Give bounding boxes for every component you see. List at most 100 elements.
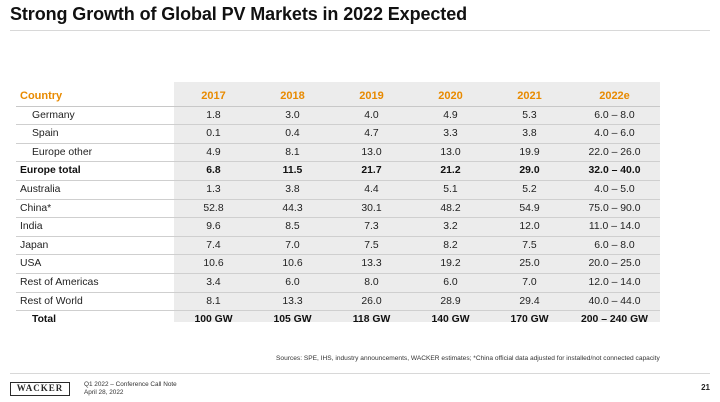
header-year: 2020 [411,88,490,107]
cell-value: 105 GW [273,314,312,326]
cell-value: 22.0 – 26.0 [569,143,660,163]
table-row: Rest of World 8.1 13.3 26.0 28.9 29.4 40… [16,292,660,312]
cell-value: 3.0 [253,106,332,126]
footer-event-info: Q1 2022 – Conference Call Note April 28,… [84,381,177,397]
cell-value: 6.0 [253,273,332,293]
cell-value: 13.0 [332,143,411,163]
cell-value: 75.0 – 90.0 [569,199,660,219]
cell-value: 7.0 [490,273,569,293]
cell-value: 4.9 [411,106,490,126]
page-number: 21 [701,383,710,392]
row-label: Europe total [16,161,174,181]
cell-value: 5.2 [490,180,569,200]
cell-value: 5.3 [490,106,569,126]
header-country: Country [16,88,174,107]
cell-value: 13.3 [253,292,332,312]
row-label: Japan [16,236,174,256]
cell-value: 26.0 [332,292,411,312]
table-row: Japan 7.4 7.0 7.5 8.2 7.5 6.0 – 8.0 [16,236,660,256]
cell-value: 0.1 [174,124,253,144]
cell-value: 3.8 [253,180,332,200]
cell-value: 4.4 [332,180,411,200]
cell-value: 29.4 [490,292,569,312]
cell-value: 3.8 [490,124,569,144]
cell-value: 4.0 – 6.0 [569,124,660,144]
row-label: Germany [16,106,174,126]
cell-value: 11.5 [253,161,332,181]
cell-value: 54.9 [490,199,569,219]
cell-value: 19.9 [490,143,569,163]
cell-value: 21.7 [332,161,411,181]
cell-value: 4.0 [332,106,411,126]
cell-value: 7.5 [490,236,569,256]
table-row-total: Total 100 GW 105 GW 118 GW 140 GW 170 GW… [16,311,660,329]
cell-value: 12.0 [490,217,569,237]
cell-value: 8.5 [253,217,332,237]
footer-divider [10,373,710,374]
table-header-row: Country 2017 2018 2019 2020 2021 2022e [16,88,660,107]
cell-value: 7.5 [332,236,411,256]
cell-value: 7.4 [174,236,253,256]
cell-value: 8.0 [332,273,411,293]
cell-value: 200 – 240 GW [580,314,648,326]
cell-value: 1.8 [174,106,253,126]
cell-value: 8.1 [174,292,253,312]
cell-value: 4.0 – 5.0 [569,180,660,200]
cell-value: 4.9 [174,143,253,163]
cell-value: 10.6 [174,254,253,274]
table-row: China* 52.8 44.3 30.1 48.2 54.9 75.0 – 9… [16,199,660,219]
cell-value: 3.4 [174,273,253,293]
header-year: 2018 [253,88,332,107]
cell-value: 8.1 [253,143,332,163]
header-year: 2022e [569,88,660,107]
table-row: Europe other 4.9 8.1 13.0 13.0 19.9 22.0… [16,143,660,163]
row-label: Total [32,314,57,326]
table-row: Australia 1.3 3.8 4.4 5.1 5.2 4.0 – 5.0 [16,180,660,200]
cell-value: 11.0 – 14.0 [569,217,660,237]
cell-value: 29.0 [490,161,569,181]
cell-value: 118 GW [352,314,391,326]
table-row: Spain 0.1 0.4 4.7 3.3 3.8 4.0 – 6.0 [16,124,660,144]
cell-value: 13.0 [411,143,490,163]
cell-value: 6.8 [174,161,253,181]
cell-value: 7.3 [332,217,411,237]
cell-value: 5.1 [411,180,490,200]
cell-value: 6.0 – 8.0 [569,236,660,256]
cell-value: 7.0 [253,236,332,256]
cell-value: 6.0 [411,273,490,293]
cell-value: 28.9 [411,292,490,312]
slide-title: Strong Growth of Global PV Markets in 20… [10,4,468,24]
cell-value: 4.7 [332,124,411,144]
header-year: 2017 [174,88,253,107]
cell-value: 8.2 [411,236,490,256]
cell-value: 25.0 [490,254,569,274]
table-row: Rest of Americas 3.4 6.0 8.0 6.0 7.0 12.… [16,273,660,293]
cell-value: 6.0 – 8.0 [569,106,660,126]
cell-value: 3.3 [411,124,490,144]
row-label: India [16,217,174,237]
cell-value: 30.1 [332,199,411,219]
cell-value: 44.3 [253,199,332,219]
wacker-logo: WACKER [10,382,70,396]
table-row: Germany 1.8 3.0 4.0 4.9 5.3 6.0 – 8.0 [16,106,660,126]
cell-value: 52.8 [174,199,253,219]
table-row: USA 10.6 10.6 13.3 19.2 25.0 20.0 – 25.0 [16,254,660,274]
row-label: USA [16,254,174,274]
cell-value: 48.2 [411,199,490,219]
cell-value: 13.3 [332,254,411,274]
cell-value: 40.0 – 44.0 [569,292,660,312]
table-row-europe-total: Europe total 6.8 11.5 21.7 21.2 29.0 32.… [16,161,660,181]
cell-value: 19.2 [411,254,490,274]
cell-value: 20.0 – 25.0 [569,254,660,274]
footer-event: Q1 2022 – Conference Call Note [84,381,177,388]
sources-note: Sources: SPE, IHS, industry announcement… [276,355,660,362]
row-label: Rest of World [16,292,174,312]
cell-value: 1.3 [174,180,253,200]
row-label: Australia [16,180,174,200]
cell-value: 10.6 [253,254,332,274]
cell-value: 3.2 [411,217,490,237]
cell-value: 140 GW [431,314,470,326]
cell-value: 12.0 – 14.0 [569,273,660,293]
table-row: India 9.6 8.5 7.3 3.2 12.0 11.0 – 14.0 [16,217,660,237]
cell-value: 9.6 [174,217,253,237]
